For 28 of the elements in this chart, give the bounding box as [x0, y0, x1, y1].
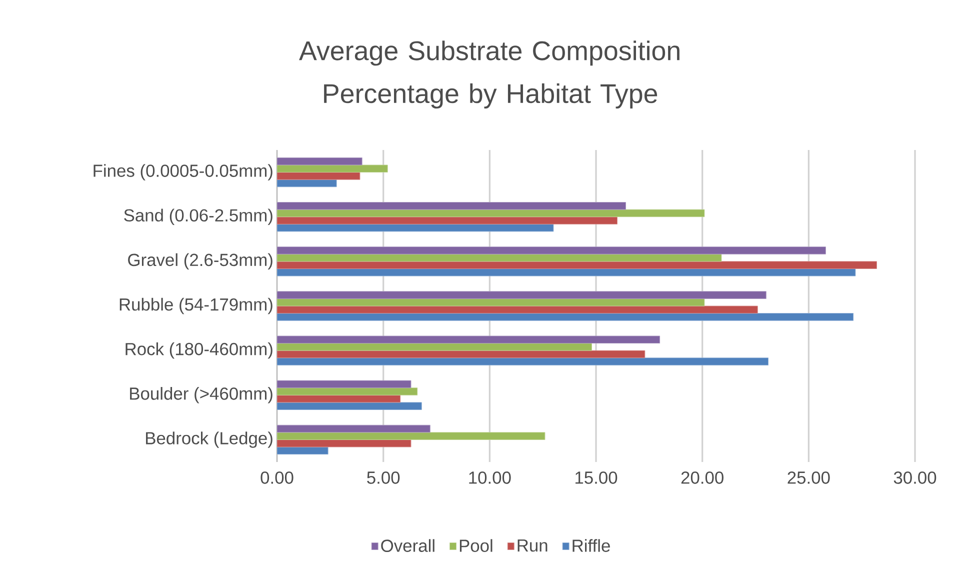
bar [277, 388, 418, 396]
x-tick-label: 10.00 [469, 472, 511, 484]
x-tick-label: 5.00 [367, 472, 400, 484]
bar [277, 291, 766, 299]
bar [277, 358, 769, 366]
legend-label: Overall [381, 539, 434, 552]
bar [277, 246, 826, 254]
y-tick-label: Gravel (2.6-53mm) [128, 253, 272, 270]
x-tick-label: 0.00 [260, 472, 294, 484]
x-tick-label: 15.00 [576, 472, 618, 484]
bar [277, 313, 854, 321]
x-tick-label: 20.00 [681, 472, 724, 484]
bar [277, 216, 618, 224]
y-tick-label: Boulder (>460mm) [130, 387, 272, 404]
legend-label: Riffle [572, 539, 610, 552]
x-tick-label: 25.00 [788, 472, 830, 484]
bar [277, 172, 360, 180]
y-tick-label: Fines (0.0005-0.05mm) [94, 164, 272, 180]
y-tick-label: Rock (180-460mm) [126, 342, 272, 359]
bar [277, 432, 546, 440]
y-tick-label: Sand (0.06-2.5mm) [124, 208, 272, 225]
x-tick-label: 30.00 [894, 472, 936, 484]
legend-label: Run [518, 539, 548, 552]
chart-title: Average Substrate Composition Percentage by Habitat Type [299, 40, 680, 108]
y-tick-label: Bedrock (Ledge) [146, 432, 272, 448]
bar [277, 261, 877, 269]
legend-label: Pool [460, 539, 492, 552]
y-tick-label: Rubble (54-179mm) [120, 298, 272, 314]
